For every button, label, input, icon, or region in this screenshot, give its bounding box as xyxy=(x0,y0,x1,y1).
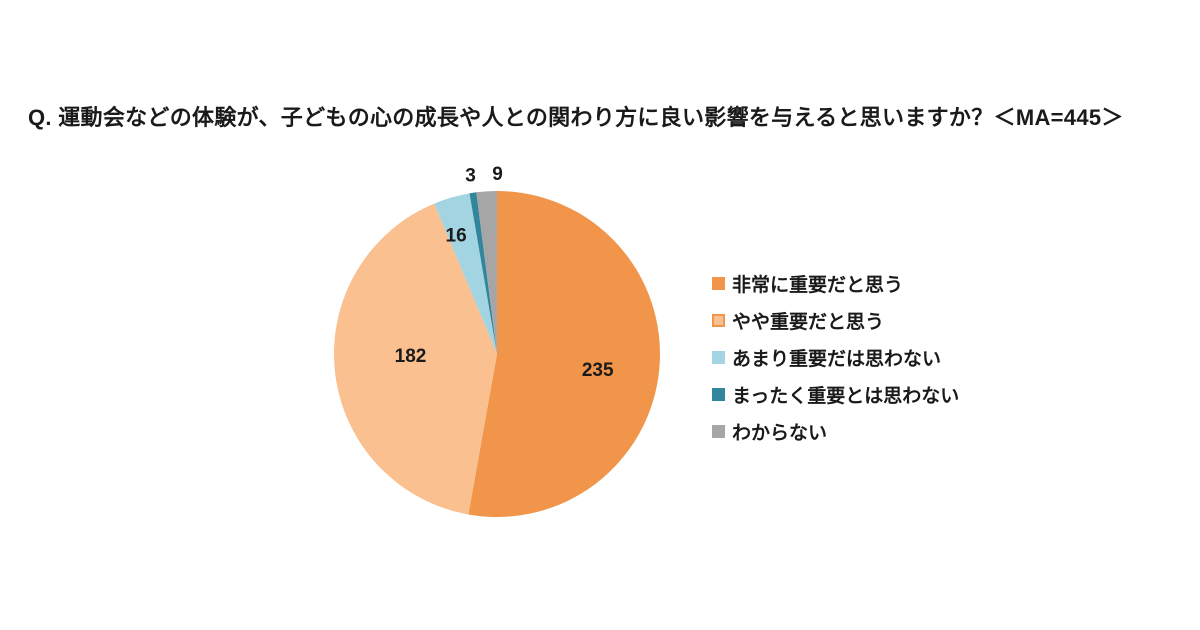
legend-swatch-dont-know xyxy=(712,425,725,438)
pie-value-label-0: 235 xyxy=(582,360,614,381)
pie-slice-3 xyxy=(469,192,497,354)
pie-value-label-3: 3 xyxy=(465,166,476,187)
legend-item-somewhat-important: やや重要だと思う xyxy=(712,302,959,339)
pie-slice-2 xyxy=(434,193,497,354)
legend-item-dont-know: わからない xyxy=(712,413,959,450)
legend-item-very-important: 非常に重要だと思う xyxy=(712,265,959,302)
legend-label: やや重要だと思う xyxy=(732,312,885,333)
legend-label: まったく重要とは思わない xyxy=(732,386,960,407)
pie-value-label-1: 182 xyxy=(395,346,427,367)
legend-label: あまり重要だは思わない xyxy=(732,349,942,370)
pie-slice-0 xyxy=(468,191,660,517)
legend-item-not-important-at-all: まったく重要とは思わない xyxy=(712,376,959,413)
pie-value-label-4: 9 xyxy=(492,164,503,185)
legend-swatch-very-important xyxy=(712,277,725,290)
question-title: Q. 運動会などの体験が、子どもの心の成長や人との関わり方に良い影響を与えると思… xyxy=(28,105,1124,130)
legend-label: わからない xyxy=(732,423,828,444)
legend-swatch-not-important-at-all xyxy=(712,388,725,401)
legend-swatch-not-very-important xyxy=(712,351,725,364)
legend-item-not-very-important: あまり重要だは思わない xyxy=(712,339,959,376)
pie-slice-1 xyxy=(333,203,497,515)
legend: 非常に重要だと思う やや重要だと思う あまり重要だは思わない まったく重要とは思… xyxy=(712,265,959,450)
pie-slice-4 xyxy=(476,191,497,354)
pie-value-label-2: 16 xyxy=(446,225,467,246)
legend-swatch-somewhat-important xyxy=(712,314,725,327)
legend-label: 非常に重要だと思う xyxy=(732,275,904,296)
